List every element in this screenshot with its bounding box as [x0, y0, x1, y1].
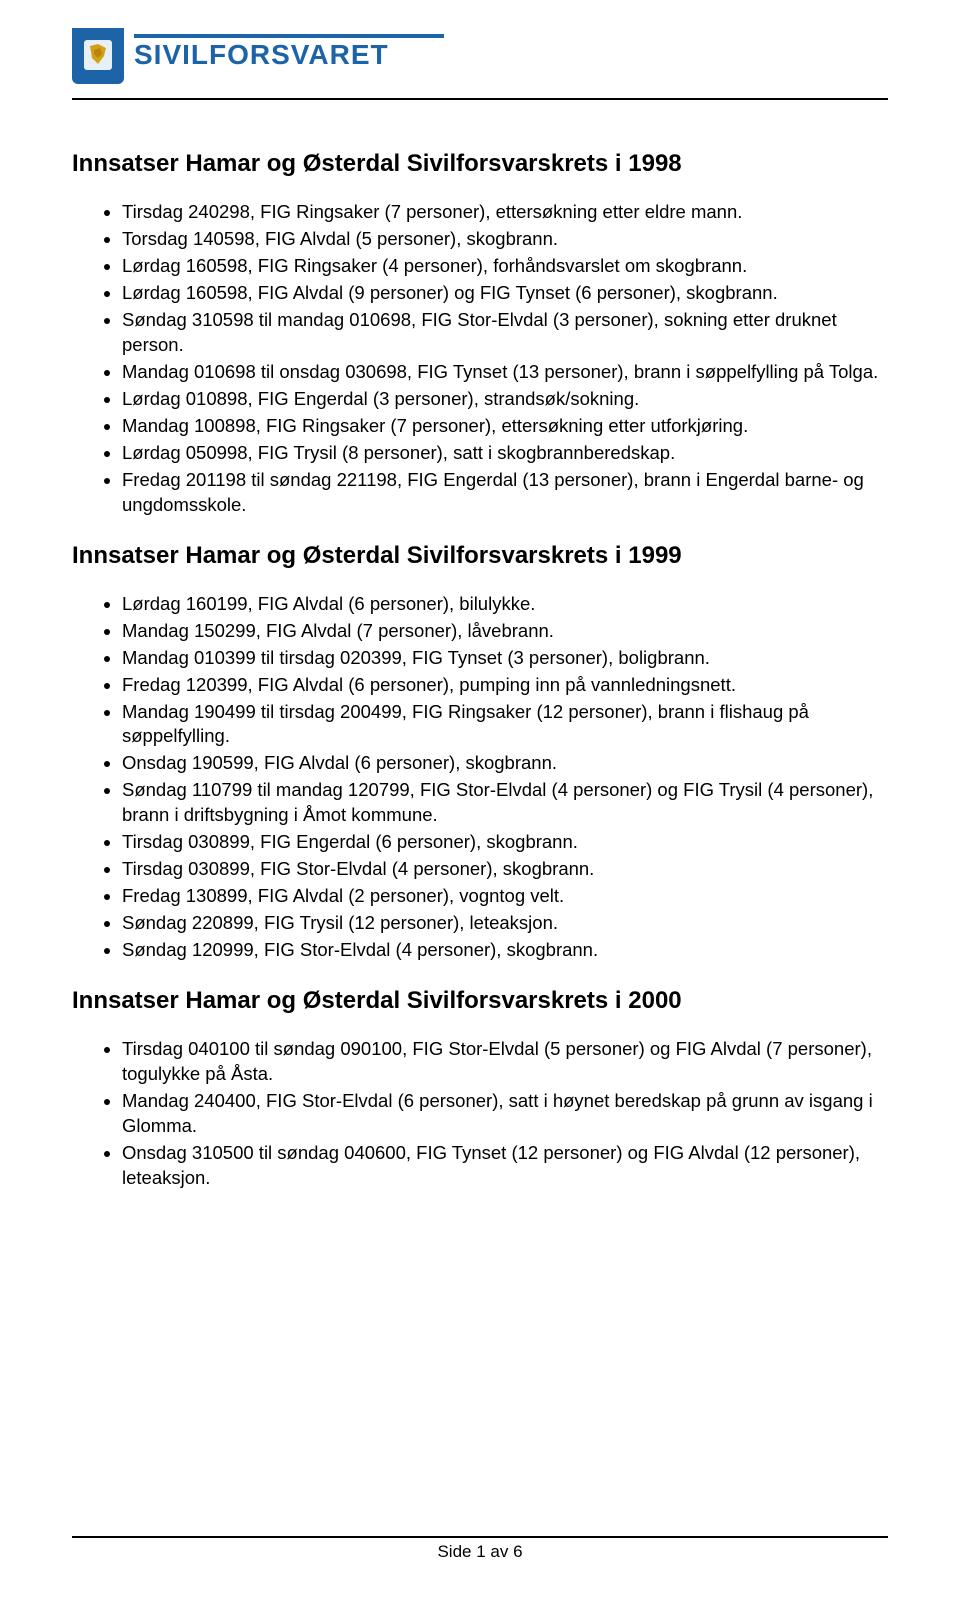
list-item: Mandag 100898, FIG Ringsaker (7 personer…	[122, 414, 888, 439]
bullet-list: Tirsdag 040100 til søndag 090100, FIG St…	[72, 1037, 888, 1191]
list-item: Fredag 120399, FIG Alvdal (6 personer), …	[122, 673, 888, 698]
bullet-list: Tirsdag 240298, FIG Ringsaker (7 persone…	[72, 200, 888, 518]
list-item: Søndag 220899, FIG Trysil (12 personer),…	[122, 911, 888, 936]
bullet-list: Lørdag 160199, FIG Alvdal (6 personer), …	[72, 592, 888, 964]
header-logo: SIVILFORSVARET	[72, 28, 888, 84]
sections-container: Innsatser Hamar og Østerdal Sivilforsvar…	[72, 150, 888, 1191]
list-item: Mandag 150299, FIG Alvdal (7 personer), …	[122, 619, 888, 644]
list-item: Søndag 110799 til mandag 120799, FIG Sto…	[122, 778, 888, 828]
logo-text-block: SIVILFORSVARET	[134, 28, 444, 69]
logo-emblem	[72, 28, 124, 84]
section-title: Innsatser Hamar og Østerdal Sivilforsvar…	[72, 150, 888, 178]
footer-divider	[72, 1536, 888, 1538]
page-footer: Side 1 av 6	[0, 1536, 960, 1562]
section-title: Innsatser Hamar og Østerdal Sivilforsvar…	[72, 987, 888, 1015]
list-item: Søndag 310598 til mandag 010698, FIG Sto…	[122, 308, 888, 358]
logo-overline	[134, 34, 444, 38]
list-item: Torsdag 140598, FIG Alvdal (5 personer),…	[122, 227, 888, 252]
list-item: Mandag 190499 til tirsdag 200499, FIG Ri…	[122, 700, 888, 750]
list-item: Tirsdag 030899, FIG Engerdal (6 personer…	[122, 830, 888, 855]
list-item: Mandag 240400, FIG Stor-Elvdal (6 person…	[122, 1089, 888, 1139]
page-number: Side 1 av 6	[0, 1542, 960, 1562]
list-item: Lørdag 160199, FIG Alvdal (6 personer), …	[122, 592, 888, 617]
list-item: Lørdag 050998, FIG Trysil (8 personer), …	[122, 441, 888, 466]
list-item: Lørdag 160598, FIG Ringsaker (4 personer…	[122, 254, 888, 279]
list-item: Tirsdag 240298, FIG Ringsaker (7 persone…	[122, 200, 888, 225]
brand-name: SIVILFORSVARET	[134, 41, 444, 69]
list-item: Tirsdag 030899, FIG Stor-Elvdal (4 perso…	[122, 857, 888, 882]
list-item: Fredag 201198 til søndag 221198, FIG Eng…	[122, 468, 888, 518]
list-item: Søndag 120999, FIG Stor-Elvdal (4 person…	[122, 938, 888, 963]
lion-emblem-icon	[80, 36, 116, 76]
list-item: Mandag 010399 til tirsdag 020399, FIG Ty…	[122, 646, 888, 671]
list-item: Lørdag 010898, FIG Engerdal (3 personer)…	[122, 387, 888, 412]
list-item: Tirsdag 040100 til søndag 090100, FIG St…	[122, 1037, 888, 1087]
section-title: Innsatser Hamar og Østerdal Sivilforsvar…	[72, 542, 888, 570]
header-divider	[72, 98, 888, 100]
list-item: Onsdag 310500 til søndag 040600, FIG Tyn…	[122, 1141, 888, 1191]
list-item: Fredag 130899, FIG Alvdal (2 personer), …	[122, 884, 888, 909]
list-item: Mandag 010698 til onsdag 030698, FIG Tyn…	[122, 360, 888, 385]
list-item: Onsdag 190599, FIG Alvdal (6 personer), …	[122, 751, 888, 776]
list-item: Lørdag 160598, FIG Alvdal (9 personer) o…	[122, 281, 888, 306]
document-page: SIVILFORSVARET Innsatser Hamar og Østerd…	[0, 0, 960, 1580]
